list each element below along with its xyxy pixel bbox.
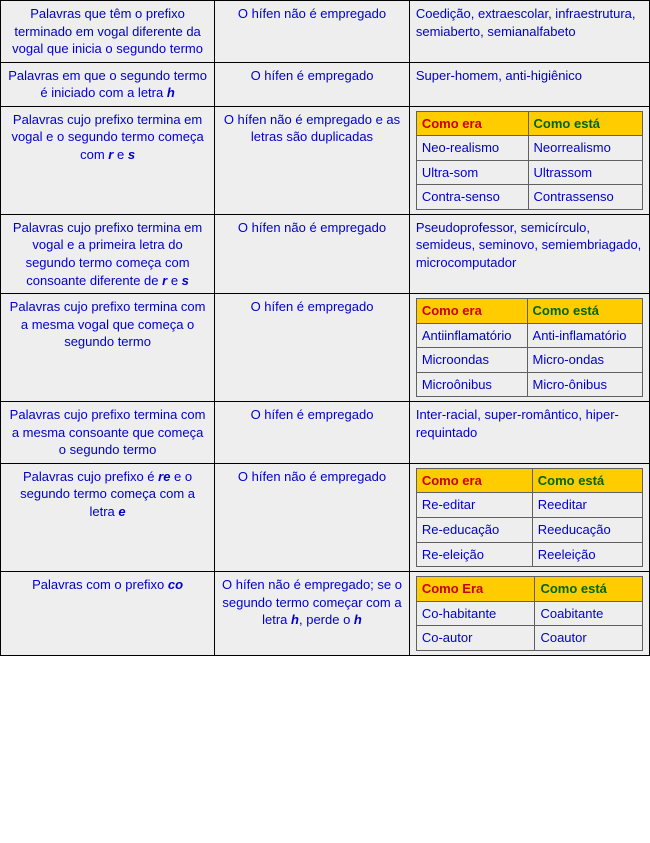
case-em: h [167, 85, 175, 100]
rule-em: h [354, 612, 362, 627]
col-era: Como era [416, 299, 527, 324]
case-cell: Palavras que têm o prefixo terminado em … [1, 1, 215, 63]
table-row: Palavras em que o segundo termo é inicia… [1, 62, 650, 106]
comparison-table: Como era Como está Neo-realismoNeorreali… [416, 111, 643, 210]
rule-cell: O hífen não é empregado; se o segundo te… [215, 572, 410, 656]
old-cell: Antiinflamatório [416, 323, 527, 348]
table-row: Palavras com o prefixo co O hífen não é … [1, 572, 650, 656]
example-cell: Como era Como está Neo-realismoNeorreali… [409, 106, 649, 214]
case-cell: Palavras cujo prefixo termina em vogal e… [1, 214, 215, 293]
old-cell: Microônibus [416, 372, 527, 397]
table-row: Palavras cujo prefixo termina em vogal e… [1, 214, 650, 293]
case-cell: Palavras cujo prefixo é re e o segundo t… [1, 463, 215, 571]
new-cell: Neorrealismo [528, 136, 642, 161]
example-cell: Como Era Como está Co-habitanteCoabitant… [409, 572, 649, 656]
example-cell: Inter-racial, super-romântico, hiper-req… [409, 402, 649, 464]
case-cell: Palavras cujo prefixo termina em vogal e… [1, 106, 215, 214]
old-cell: Re-editar [416, 493, 532, 518]
table-row: Palavras cujo prefixo termina com a mesm… [1, 294, 650, 402]
case-text: Palavras cujo prefixo é [23, 469, 158, 484]
col-era: Como Era [416, 577, 535, 602]
col-esta: Como está [535, 577, 643, 602]
case-text: e [167, 273, 181, 288]
case-em: e [118, 504, 125, 519]
old-cell: Re-eleição [416, 542, 532, 567]
rule-text: , perde o [299, 612, 354, 627]
comparison-table: Como era Como está AntiinflamatórioAnti-… [416, 298, 643, 397]
old-cell: Co-habitante [416, 601, 535, 626]
rule-cell: O hífen não é empregado [215, 463, 410, 571]
case-em: s [182, 273, 189, 288]
case-text: Palavras em que o segundo termo é inicia… [8, 68, 207, 101]
table-row: Palavras cujo prefixo é re e o segundo t… [1, 463, 650, 571]
rule-em: h [291, 612, 299, 627]
example-cell: Como era Como está AntiinflamatórioAnti-… [409, 294, 649, 402]
col-esta: Como está [527, 299, 642, 324]
table-row: Palavras cujo prefixo termina em vogal e… [1, 106, 650, 214]
col-era: Como era [416, 468, 532, 493]
comparison-table: Como Era Como está Co-habitanteCoabitant… [416, 576, 643, 651]
rule-cell: O hífen é empregado [215, 402, 410, 464]
case-cell: Palavras cujo prefixo termina com a mesm… [1, 402, 215, 464]
example-cell: Coedição, extraescolar, infraestrutura, … [409, 1, 649, 63]
comparison-table: Como era Como está Re-editarReeditar Re-… [416, 468, 643, 567]
rule-cell: O hífen não é empregado [215, 1, 410, 63]
new-cell: Coautor [535, 626, 643, 651]
case-cell: Palavras cujo prefixo termina com a mesm… [1, 294, 215, 402]
old-cell: Re-educação [416, 518, 532, 543]
rule-cell: O hífen não é empregado [215, 214, 410, 293]
case-em: s [128, 147, 135, 162]
new-cell: Contrassenso [528, 185, 642, 210]
example-cell: Pseudoprofessor, semicírculo, semideus, … [409, 214, 649, 293]
col-esta: Como está [532, 468, 642, 493]
old-cell: Ultra-som [416, 160, 528, 185]
old-cell: Microondas [416, 348, 527, 373]
hyphen-rules-table: Palavras que têm o prefixo terminado em … [0, 0, 650, 656]
example-cell: Super-homem, anti-higiênico [409, 62, 649, 106]
table-row: Palavras que têm o prefixo terminado em … [1, 1, 650, 63]
rule-cell: O hífen não é empregado e as letras são … [215, 106, 410, 214]
example-cell: Como era Como está Re-editarReeditar Re-… [409, 463, 649, 571]
rule-cell: O hífen é empregado [215, 62, 410, 106]
new-cell: Coabitante [535, 601, 643, 626]
case-cell: Palavras em que o segundo termo é inicia… [1, 62, 215, 106]
case-cell: Palavras com o prefixo co [1, 572, 215, 656]
old-cell: Neo-realismo [416, 136, 528, 161]
new-cell: Reeducação [532, 518, 642, 543]
case-text: Palavras com o prefixo [32, 577, 168, 592]
new-cell: Reeleição [532, 542, 642, 567]
table-row: Palavras cujo prefixo termina com a mesm… [1, 402, 650, 464]
old-cell: Contra-senso [416, 185, 528, 210]
case-em: re [158, 469, 170, 484]
new-cell: Ultrassom [528, 160, 642, 185]
new-cell: Micro-ondas [527, 348, 642, 373]
col-era: Como era [416, 111, 528, 136]
new-cell: Micro-ônibus [527, 372, 642, 397]
case-text: e [113, 147, 127, 162]
rule-cell: O hífen é empregado [215, 294, 410, 402]
new-cell: Anti-inflamatório [527, 323, 642, 348]
new-cell: Reeditar [532, 493, 642, 518]
old-cell: Co-autor [416, 626, 535, 651]
col-esta: Como está [528, 111, 642, 136]
case-em: co [168, 577, 183, 592]
